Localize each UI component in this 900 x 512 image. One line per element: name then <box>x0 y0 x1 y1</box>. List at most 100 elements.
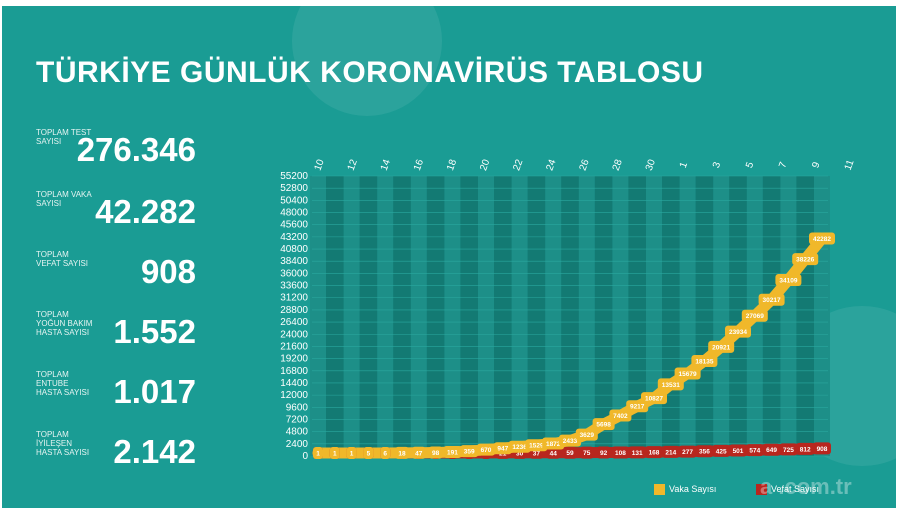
x-tick-label: 20 <box>478 158 492 173</box>
x-tick-label: 18 <box>445 158 459 173</box>
y-tick-label: 14400 <box>280 378 308 389</box>
grid-column-band <box>410 176 427 456</box>
case-data-label: 1 <box>316 450 320 457</box>
death-data-label: 356 <box>699 449 710 456</box>
case-data-label: 6 <box>383 450 387 457</box>
page-title: TÜRKİYE GÜNLÜK KORONAVİRÜS TABLOSU <box>36 56 704 89</box>
death-data-point <box>745 444 764 457</box>
case-data-label: 9217 <box>630 404 645 411</box>
case-data-label: 1 <box>350 450 354 457</box>
y-tick-label: 31200 <box>280 293 308 304</box>
case-data-point <box>329 446 340 459</box>
death-data-label: 168 <box>649 450 660 457</box>
stat-total-intubated: TOPLAM ENTUBE HASTA SAYISI 1.017 <box>36 370 196 414</box>
x-tick-label: 12 <box>346 158 360 173</box>
death-data-point <box>596 446 611 459</box>
stat-value: 2.142 <box>113 433 196 470</box>
grid-column-band <box>545 176 562 456</box>
site-watermark: a .com.tr <box>760 474 852 499</box>
x-tick-label: 24 <box>544 158 558 173</box>
stat-total-deaths: TOPLAM VEFAT SAYISI 908 <box>36 250 196 294</box>
case-data-point <box>592 418 615 431</box>
x-tick-label: 30 <box>644 158 658 173</box>
case-data-label: 98 <box>432 450 440 457</box>
grid-column-band <box>713 176 730 456</box>
death-data-point <box>645 446 663 459</box>
case-data-point <box>559 434 581 447</box>
legend-label-cases: Vaka Sayısı <box>669 484 717 494</box>
death-data-label: 59 <box>566 450 574 457</box>
case-data-point <box>313 446 323 459</box>
stat-value: 42.282 <box>95 193 196 230</box>
case-data-point <box>363 446 374 459</box>
stat-total-tests: TOPLAM TEST SAYISI 276.346 <box>36 128 196 172</box>
x-tick-label: 5 <box>744 160 756 169</box>
death-data-point <box>729 444 747 457</box>
case-data-label: 1872 <box>546 441 561 448</box>
death-data-point <box>661 445 680 458</box>
legend-swatch-deaths <box>756 484 767 496</box>
case-data-point <box>758 293 785 306</box>
stat-value: 1.552 <box>113 313 196 350</box>
case-data-label: 1 <box>333 450 337 457</box>
death-data-label: 214 <box>665 449 676 456</box>
death-data-label: 501 <box>733 448 744 455</box>
stat-label: TOPLAM TEST SAYISI <box>36 128 92 146</box>
case-data-point <box>380 446 391 459</box>
death-data-label: 425 <box>716 448 727 455</box>
death-data-point <box>678 445 697 458</box>
case-data-label: 47 <box>415 450 423 457</box>
y-tick-label: 12000 <box>280 390 308 401</box>
y-tick-label: 24000 <box>280 329 308 340</box>
grid-column-band <box>679 176 696 456</box>
case-data-label: 23934 <box>729 329 747 336</box>
case-data-point <box>575 428 598 441</box>
x-tick-label: 28 <box>611 158 625 173</box>
legend-cases: Vaka Sayısı <box>654 484 716 498</box>
case-data-point <box>395 446 409 459</box>
death-data-point <box>796 442 815 455</box>
grid-column-band <box>377 176 394 456</box>
stat-total-icu: TOPLAM YOĞUN BAKIM HASTA SAYISI 1.552 <box>36 310 196 354</box>
case-data-point <box>443 446 462 459</box>
legend-deaths: Vefat Sayısı <box>756 484 819 498</box>
death-data-label: 75 <box>583 450 591 457</box>
y-tick-label: 19200 <box>280 354 308 365</box>
y-tick-label: 9600 <box>286 402 309 413</box>
y-tick-label: 45600 <box>280 220 308 231</box>
x-tick-label: 16 <box>412 158 426 173</box>
y-tick-label: 33600 <box>280 281 308 292</box>
grid-column-band <box>780 176 797 456</box>
case-data-point <box>477 443 495 456</box>
case-data-label: 7402 <box>613 413 628 420</box>
y-tick-label: 50400 <box>280 195 308 206</box>
death-data-label: 812 <box>800 446 811 453</box>
y-tick-label: 55200 <box>280 171 308 182</box>
case-data-label: 5698 <box>596 422 611 429</box>
stat-label: TOPLAM ENTUBE HASTA SAYISI <box>36 370 90 397</box>
case-data-point <box>460 445 479 458</box>
grid-column-band <box>310 176 326 456</box>
grid-column-band <box>343 176 360 456</box>
case-data-point <box>609 409 632 422</box>
stat-total-recovered: TOPLAM İYİLEŞEN HASTA SAYISI 2.142 <box>36 430 196 474</box>
case-data-label: 5 <box>367 450 371 457</box>
case-data-point <box>493 442 512 455</box>
death-data-label: 574 <box>749 448 760 455</box>
grid-column-band <box>444 176 461 456</box>
case-data-point <box>508 440 531 453</box>
x-tick-label: 11 <box>843 158 857 172</box>
y-tick-label: 16800 <box>280 366 308 377</box>
x-tick-label: 10 <box>313 158 327 173</box>
stat-label: TOPLAM VEFAT SAYISI <box>36 250 89 268</box>
case-data-point <box>775 273 802 286</box>
case-data-label: 3629 <box>580 432 595 439</box>
case-data-label: 1529 <box>529 443 544 450</box>
death-data-point <box>695 445 714 458</box>
death-data-point <box>813 442 831 455</box>
x-tick-label: 7 <box>777 160 789 169</box>
case-data-point <box>792 253 819 266</box>
death-data-label: 30 <box>516 450 524 457</box>
case-data-label: 30217 <box>763 297 781 304</box>
grid-column-band <box>478 176 494 456</box>
